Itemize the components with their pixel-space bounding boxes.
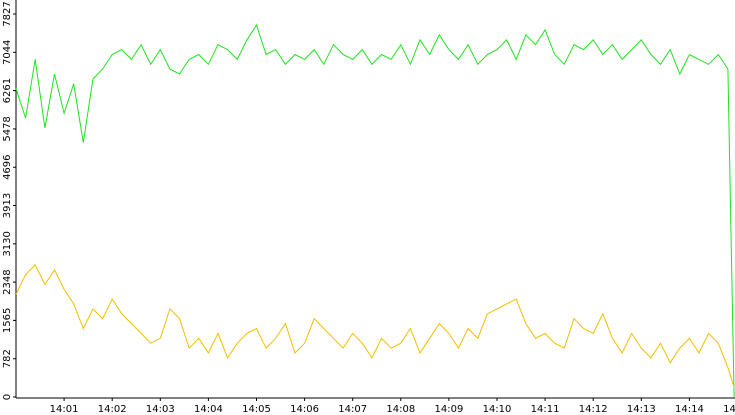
y-tick-label: 6261 xyxy=(2,78,13,103)
y-tick-label: 2348 xyxy=(2,269,13,294)
x-tick-label: 14:04 xyxy=(194,404,223,415)
y-tick-label: 7827 xyxy=(2,1,13,26)
y-tick-label: 4696 xyxy=(2,154,13,179)
x-tick-label: 14:08 xyxy=(386,404,415,415)
x-tick-label: 14:15 xyxy=(723,404,735,415)
y-tick-label: 782 xyxy=(2,349,13,368)
x-tick-label: 14:06 xyxy=(290,404,319,415)
y-tick-label: 5478 xyxy=(2,116,13,141)
x-tick-label: 14:03 xyxy=(146,404,175,415)
x-tick-label: 14:01 xyxy=(50,404,79,415)
x-tick-label: 14:07 xyxy=(338,404,367,415)
x-tick-label: 14:13 xyxy=(627,404,656,415)
y-tick-label: 0 xyxy=(2,394,13,400)
x-tick-label: 14:09 xyxy=(434,404,463,415)
y-tick-label: 7044 xyxy=(2,40,13,65)
y-tick-label: 1565 xyxy=(2,308,13,333)
x-tick-label: 14:14 xyxy=(675,404,704,415)
x-tick-label: 14:05 xyxy=(242,404,271,415)
x-tick-label: 14:11 xyxy=(531,404,560,415)
y-tick-label: 3913 xyxy=(2,193,13,218)
series-line xyxy=(15,23,735,398)
series-line xyxy=(15,264,735,388)
y-tick-label: 3130 xyxy=(2,231,13,256)
x-tick-label: 14:12 xyxy=(579,404,608,415)
x-tick-label: 14:02 xyxy=(98,404,127,415)
x-tick-label: 14:10 xyxy=(483,404,512,415)
